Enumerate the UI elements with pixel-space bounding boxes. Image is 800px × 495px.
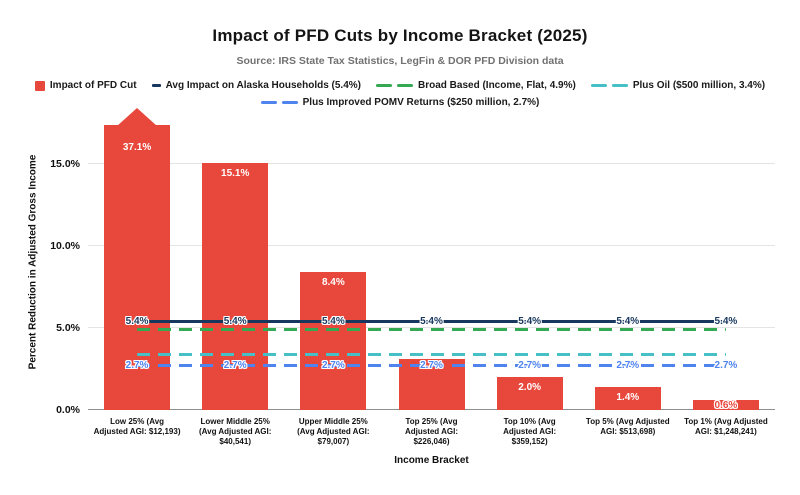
bar-value-label: 8.4% (321, 277, 345, 289)
x-axis-title: Income Bracket (394, 455, 469, 466)
bar-2[interactable] (300, 272, 367, 410)
reference-line-value-label: 5.4% (518, 316, 542, 327)
legend-item-0[interactable]: Impact of PFD Cut (34, 80, 137, 91)
legend-label: Plus Oil ($500 million, 3.4%) (632, 80, 766, 91)
bar-truncation-arrow-icon (117, 107, 158, 126)
y-gridline (88, 245, 775, 247)
reference-line (137, 320, 726, 323)
reference-line-value-label: 2.7% (321, 360, 345, 372)
reference-line (137, 364, 726, 368)
bar-value-label: 0.6% (714, 400, 738, 412)
y-gridline (88, 327, 775, 329)
x-category-label-5: Top 5% (Avg Adjusted AGI: $513,698) (585, 417, 670, 436)
legend-dashed-line-icon (590, 84, 628, 87)
legend-row-1: Impact of PFD Cut Avg Impact on Alaska Ho… (0, 80, 800, 91)
legend-dashed-line-icon (260, 101, 298, 104)
reference-line (137, 328, 726, 332)
legend-dashed-line-icon (376, 84, 413, 87)
bar-6[interactable] (692, 400, 759, 410)
reference-line (137, 352, 726, 356)
reference-line-value-label: 2.7% (616, 360, 640, 372)
bar-3[interactable] (398, 359, 465, 410)
bar-1[interactable] (202, 162, 269, 410)
legend-item-3[interactable]: Plus Oil ($500 million, 3.4%) (590, 80, 766, 91)
legend-label: Broad Based (Income, Flat, 4.9%) (418, 80, 576, 91)
reference-line-value-label: 5.4% (223, 316, 247, 327)
bar-5[interactable] (594, 387, 661, 410)
x-category-label-2: Upper Middle 25% (Avg Adjusted AGI: $79,… (297, 417, 370, 446)
bar-value-label: 1.4% (616, 392, 640, 404)
bar-value-label: 37.1% (122, 141, 152, 153)
y-tick-label: 0.0% (56, 404, 80, 416)
legend-item-1[interactable]: Avg Impact on Alaska Households (5.4%) (151, 80, 361, 91)
plot-area: 0.0% 5.0% 10.0% 15.0% 37.1% 15.1% 8.4% 2.0% 1.4%… (50, 107, 775, 416)
bar-value-label: 2.0% (518, 382, 542, 394)
legend-item-4[interactable]: Plus Improved POMV Returns ($250 million… (260, 97, 540, 108)
legend-label: Impact of PFD Cut (49, 80, 137, 91)
y-gridline (88, 163, 775, 165)
reference-line-value-label: 2.7% (420, 360, 443, 372)
legend-solid-line-icon (151, 84, 161, 87)
legend-label: Avg Impact on Alaska Households (5.4%) (165, 80, 361, 91)
bar-value-label: 15.1% (221, 167, 250, 179)
reference-line-value-label: 5.4% (714, 316, 738, 327)
reference-line-value-label: 5.4% (420, 316, 443, 327)
bar-4[interactable] (496, 377, 563, 410)
reference-line-value-label: 5.4% (321, 316, 345, 327)
y-tick-label: 10.0% (50, 240, 80, 253)
y-tick-label: 15.0% (50, 158, 80, 171)
reference-line-value-label: 2.7% (223, 360, 247, 372)
reference-line-value-label: 2.7% (518, 360, 542, 372)
reference-line-value-label: 2.7% (714, 360, 738, 372)
reference-line-value-label: 5.4% (616, 316, 640, 327)
legend-row-2: Plus Improved POMV Returns ($250 million… (0, 97, 800, 108)
legend-item-2[interactable]: Broad Based (Income, Flat, 4.9%) (376, 80, 576, 91)
x-category-label-3: Top 25% (Avg Adjusted AGI: $226,046) (404, 417, 459, 446)
chart-title: Impact of PFD Cuts by Income Bracket (20… (212, 26, 588, 45)
legend-square-swatch-icon (34, 80, 45, 91)
y-axis-title: Percent Reduction in Adjusted Gross Inco… (27, 154, 39, 370)
x-category-label-0: Low 25% (Avg Adjusted AGI: $12,193) (93, 417, 181, 436)
bar-0[interactable] (104, 124, 171, 410)
legend-label: Plus Improved POMV Returns ($250 million… (302, 97, 540, 108)
reference-line-value-label: 2.7% (125, 360, 149, 372)
x-category-label-6: Top 1% (Avg Adjusted AGI: $1,248,241) (684, 417, 768, 436)
chart-subtitle: Source: IRS State Tax Statistics, LegFin… (236, 55, 564, 67)
x-category-label-4: Top 10% (Avg Adjusted AGI: $359,152) (503, 417, 557, 446)
reference-line-value-label: 5.4% (125, 316, 149, 327)
y-tick-label: 5.0% (56, 322, 80, 335)
x-category-label-1: Lower Middle 25% (Avg Adjusted AGI: $40,… (198, 417, 272, 446)
